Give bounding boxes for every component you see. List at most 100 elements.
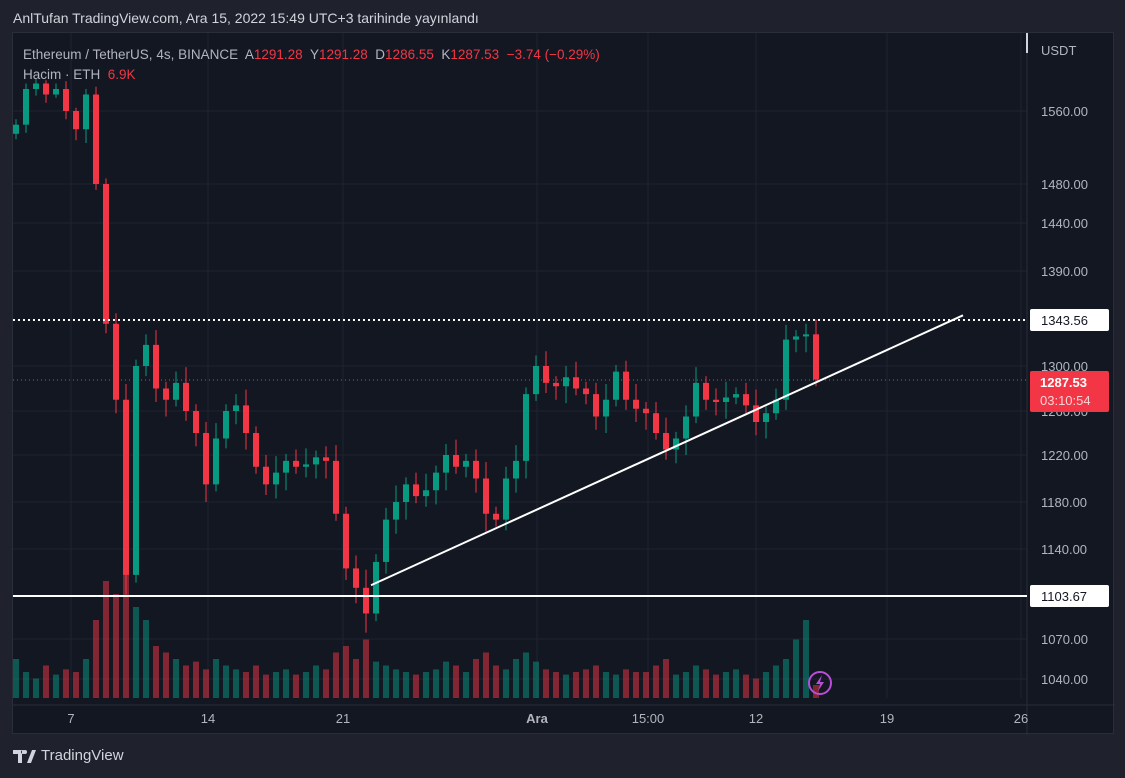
candle-body [593,394,599,417]
volume-bar [623,669,629,698]
price-tick-label: 1140.00 [1041,542,1087,557]
last-price-label: 1287.53 [1040,375,1087,390]
volume-bar [223,665,229,698]
resistance-price-badge [1030,309,1109,331]
candle-body [413,484,419,497]
volume-bar [703,669,709,698]
volume-bar [463,672,469,698]
candle-body [393,502,399,520]
volume-bar [313,665,319,698]
candle-body [483,478,489,514]
candle-body [303,464,309,467]
volume-bar [83,659,89,698]
volume-label[interactable]: Hacim · ETH [23,67,101,82]
candle-body [43,83,49,95]
high-value: 1291.28 [318,47,368,62]
volume-bar [263,674,269,698]
tradingview-logo[interactable]: TradingView [13,747,124,764]
candle-body [183,382,189,411]
volume-bar [433,669,439,698]
candle-body [213,438,219,485]
trendline [370,314,964,587]
volume-bar [333,652,339,698]
candle-body [723,397,729,402]
low-label: D [375,47,386,62]
candle-body [633,399,639,409]
price-tick-label: 1300.00 [1041,359,1088,374]
candle-body [603,399,609,417]
volume-bar [143,620,149,698]
volume-bar [563,674,569,698]
close-value: 1287.53 [450,47,500,62]
volume-bar [273,672,279,698]
brand-name: TradingView [41,747,124,764]
candle-body [573,377,579,389]
volume-bar [593,665,599,698]
volume-bar [153,646,159,698]
candle-body [373,561,379,614]
candle-body [323,457,329,461]
time-tick-label: 21 [336,711,350,726]
candle-body [653,413,659,433]
volume-bar [173,659,179,698]
time-tick-label: 26 [1014,711,1028,726]
chart-legend: Ethereum / TetherUS, 4s, BINANCE A1291.2… [23,45,600,85]
volume-bar [503,669,509,698]
candle-body [693,382,699,417]
volume-bar [583,669,589,698]
candle-body [13,124,19,134]
volume-bar [93,620,99,698]
time-tick-label: 19 [880,711,894,726]
volume-bar [353,659,359,698]
time-tick-label: Ara [526,711,548,726]
candle-body [23,89,29,125]
candle-body [173,382,179,400]
candle-body [423,490,429,497]
resistance-price-label: 1343.56 [1041,313,1088,328]
volume-bar [643,672,649,698]
close-label: K [441,47,451,62]
candle-body [713,399,719,402]
candle-body [643,408,649,414]
candle-body [283,460,289,473]
candle-body [153,344,159,389]
volume-bar [73,672,79,698]
volume-bar [23,672,29,698]
candle-body [663,433,669,450]
candle-body [403,484,409,502]
price-tick-label: 1480.00 [1041,177,1088,192]
candle-body [533,366,539,395]
support-price-badge [1030,585,1109,607]
volume-bar [13,659,19,698]
candle-body [113,323,119,400]
volume-bar [543,669,549,698]
time-tick-label: 15:00 [632,711,665,726]
open-value: 1291.28 [253,47,303,62]
volume-bar [723,672,729,698]
candle-body [703,382,709,400]
candle-body [763,413,769,422]
candle-body [163,388,169,400]
candle-body [363,587,369,614]
volume-bar [633,672,639,698]
lightning-icon[interactable] [808,671,832,695]
volume-bar [293,674,299,698]
volume-bar [753,678,759,698]
candlestick-chart[interactable]: USDT1560.001480.001440.001390.001300.001… [13,33,1115,735]
volume-bar [813,685,819,698]
change-value: −3.74 (−0.29%) [506,47,600,62]
candle-body [333,460,339,514]
volume-bar [393,669,399,698]
symbol-label[interactable]: Ethereum / TetherUS, 4s, BINANCE [23,47,239,62]
countdown-label: 03:10:54 [1040,393,1091,408]
volume-bar [803,620,809,698]
candle-body [103,184,109,324]
candle-body [313,457,319,465]
volume-bar [673,674,679,698]
low-value: 1286.55 [385,47,434,62]
candle-body [63,89,69,111]
chart-panel[interactable]: USDT 1560.00 1480.00 1440.00 1390.00 1300.00 1… [12,32,1115,735]
candle-body [563,377,569,387]
price-tick-label: 1070.00 [1041,632,1088,647]
candle-body [673,438,679,450]
